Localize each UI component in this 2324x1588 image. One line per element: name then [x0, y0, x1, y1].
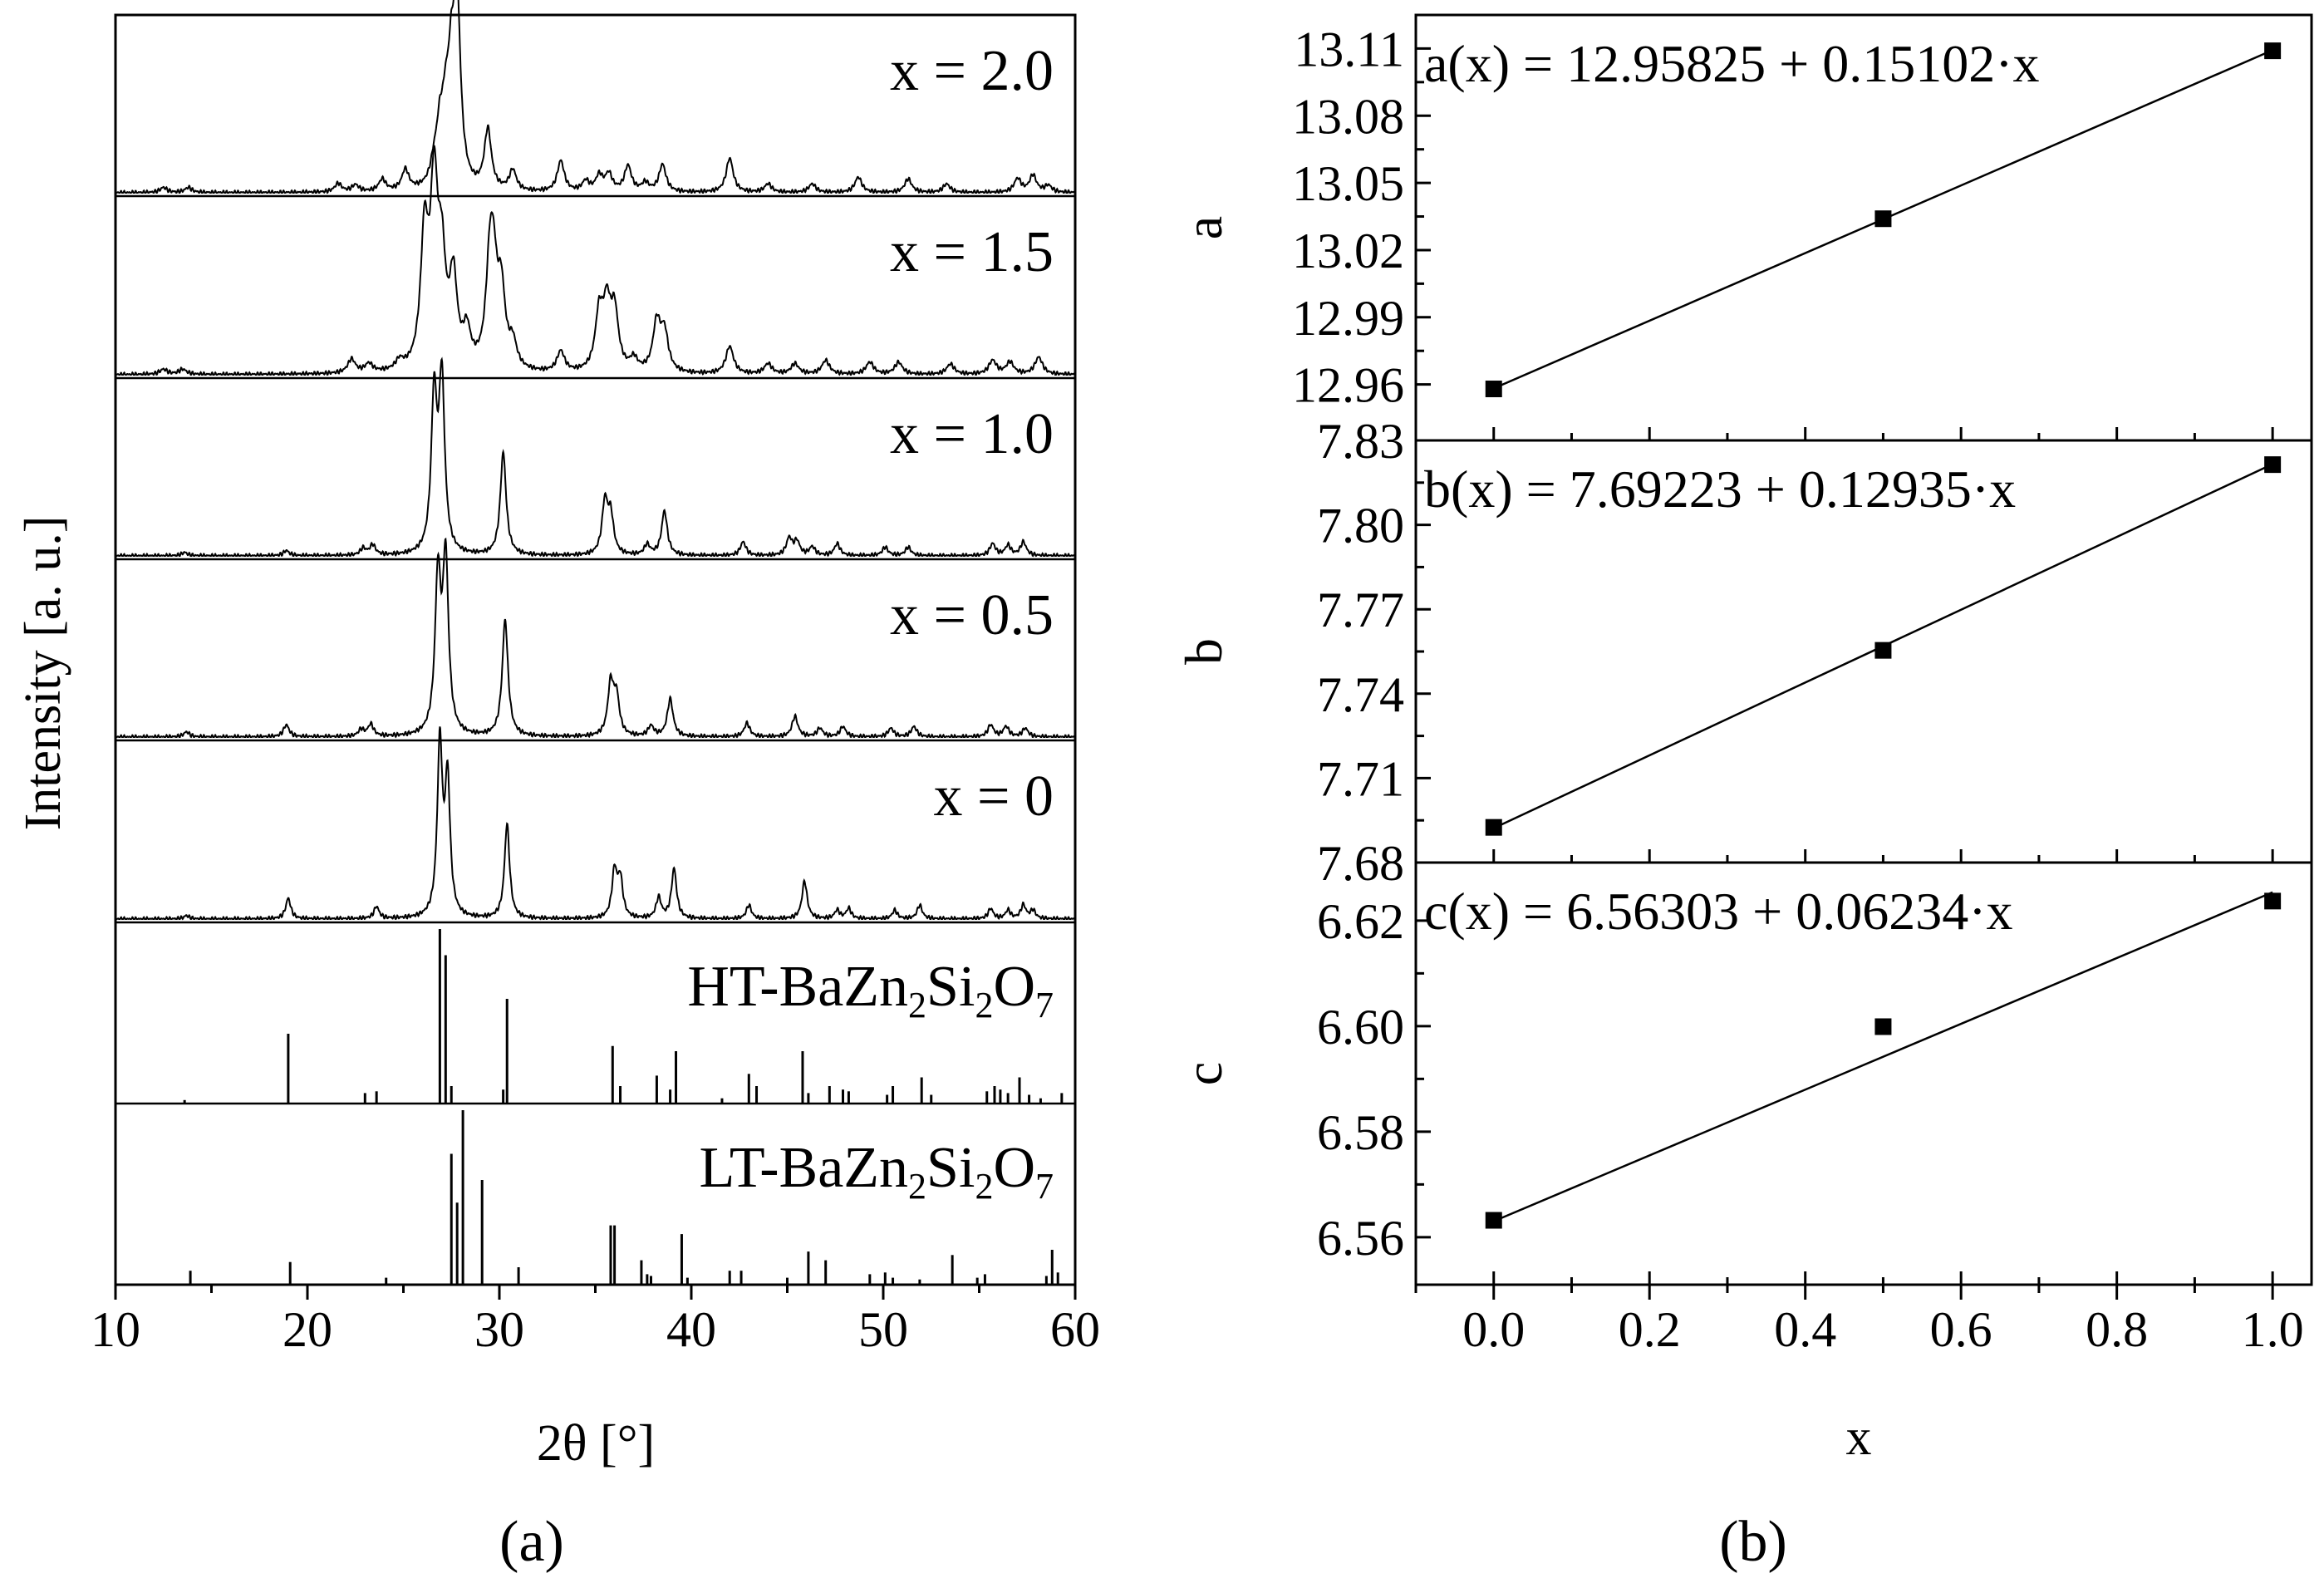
y-tick-label-a-5: 13.11 [1294, 22, 1404, 76]
panel-a-x-axis-ticks: 10 20 30 40 50 60 [91, 1285, 1100, 1357]
lattice-parameter-subplots: 12.96 12.99 13.02 13.05 13.08 13.11 a(x) = 12.… [1174, 13, 2313, 1286]
fit-equation-a: a(x) = 12.95825 + 0.15102·x [1424, 34, 2040, 93]
y-tick-label-b-4: 7.80 [1317, 499, 1404, 553]
panel-b-lattice-parameters: 12.96 12.99 13.02 13.05 13.08 13.11 a(x) = 12.… [1174, 13, 2313, 1574]
panel-a-x-axis-label: 2θ [°] [537, 1415, 655, 1472]
pattern-trace-x-2-0 [115, 0, 1076, 194]
panel-a-y-axis-label: Intensity [a. u.] [15, 516, 71, 831]
y-tick-label-b-1: 7.71 [1317, 751, 1404, 806]
pattern-x-2-0: x = 2.0 [115, 0, 1076, 194]
pattern-x-1-5: x = 1.5 [115, 144, 1076, 376]
x-tick-label-b-0.0: 0.0 [1462, 1302, 1525, 1357]
y-tick-label-b-3: 7.77 [1317, 583, 1404, 637]
y-tick-label-b-0: 7.68 [1317, 836, 1404, 891]
subplot-a: 12.96 12.99 13.02 13.05 13.08 13.11 a(x) = 12.… [1174, 13, 2313, 442]
fit-line-c [1493, 891, 2273, 1222]
data-point-b-2 [2264, 456, 2282, 474]
data-point-a-1 [1874, 210, 1892, 228]
y-axis-label-a: a [1174, 216, 1233, 239]
pattern-x-1-0: x = 1.0 [115, 356, 1075, 558]
data-point-b-0 [1485, 819, 1502, 836]
pattern-label-x-1-5: x = 1.5 [890, 220, 1054, 284]
pattern-trace-x-0-5 [115, 537, 1075, 739]
x-tick-label-b-0.4: 0.4 [1774, 1302, 1836, 1357]
pattern-label-x-2-0: x = 2.0 [890, 39, 1054, 103]
panel-b-x-axis-ticks: 0.0 0.2 0.4 0.6 0.8 1.0 [1414, 1285, 2304, 1357]
pattern-ht-bazn-si-o: HT-BaZn2Si2O7 [183, 929, 1064, 1104]
pattern-label-x-0-5: x = 0.5 [890, 583, 1054, 647]
x-tick-label-b-1.0: 1.0 [2242, 1302, 2304, 1357]
x-tick-label-50: 50 [858, 1302, 908, 1357]
x-tick-label-b-0.8: 0.8 [2086, 1302, 2148, 1357]
x-tick-label-b-0.6: 0.6 [1930, 1302, 1992, 1357]
pattern-label-x-1-0: x = 1.0 [890, 402, 1054, 466]
pattern-trace-x-0 [115, 726, 1075, 921]
data-point-b-1 [1874, 642, 1892, 659]
y-tick-label-b-2: 7.74 [1317, 667, 1404, 722]
y-tick-label-c-1: 6.58 [1317, 1105, 1404, 1160]
fit-equation-b: b(x) = 7.69223 + 0.12935·x [1424, 460, 2016, 519]
panel-a-xrd-patterns: x = 2.0 x = 1.5 x = 1.0 x = 0.5 x = 0 HT-BaZn… [15, 0, 1100, 1574]
data-point-c-0 [1485, 1212, 1502, 1229]
y-tick-label-a-3: 13.05 [1292, 156, 1404, 211]
data-point-a-0 [1485, 381, 1502, 398]
y-tick-label-a-1: 12.99 [1292, 291, 1404, 346]
pattern-label-x-0: x = 0 [934, 765, 1054, 828]
pattern-x-0: x = 0 [115, 726, 1075, 921]
pattern-label-lt-bazn-si-o: LT-BaZn2Si2O7 [700, 1136, 1054, 1207]
pattern-label-ht-bazn-si-o: HT-BaZn2Si2O7 [687, 955, 1054, 1025]
y-tick-label-b-5: 7.83 [1317, 414, 1404, 469]
y-tick-label-a-0: 12.96 [1292, 358, 1404, 413]
y-tick-label-c-0: 6.56 [1317, 1211, 1404, 1266]
pattern-x-0-5: x = 0.5 [115, 537, 1075, 739]
panel-b-x-axis-label: x [1846, 1409, 1872, 1466]
pattern-lt-bazn-si-o: LT-BaZn2Si2O7 [189, 1110, 1059, 1285]
x-tick-label-60: 60 [1050, 1302, 1100, 1357]
data-point-c-2 [2264, 892, 2282, 910]
y-axis-label-c: c [1174, 1062, 1233, 1085]
panel-a-plot-border [114, 13, 1077, 1286]
x-tick-label-20: 20 [283, 1302, 332, 1357]
y-tick-label-c-2: 6.60 [1317, 1000, 1404, 1055]
x-tick-label-10: 10 [91, 1302, 140, 1357]
x-tick-label-30: 30 [474, 1302, 524, 1357]
pattern-trace-x-1-5 [115, 144, 1076, 376]
panel-b-caption: (b) [1719, 1510, 1787, 1574]
x-tick-label-b-0.2: 0.2 [1619, 1302, 1681, 1357]
y-tick-label-a-2: 13.02 [1292, 224, 1404, 278]
subplot-b: 7.68 7.71 7.74 7.77 7.80 7.83 b(x) = 7.69223 +… [1174, 414, 2313, 891]
subplot-c: 6.56 6.58 6.60 6.62 c(x) = 6.56303 + 0.06234… [1174, 861, 2313, 1286]
xrd-pattern-bands: x = 2.0 x = 1.5 x = 1.0 x = 0.5 x = 0 HT-BaZn… [115, 0, 1076, 1285]
panel-a-caption: (a) [499, 1510, 564, 1574]
data-point-a-2 [2264, 42, 2282, 60]
y-tick-label-c-3: 6.62 [1317, 894, 1404, 949]
x-tick-label-40: 40 [666, 1302, 716, 1357]
pattern-trace-x-1-0 [115, 356, 1075, 558]
y-tick-label-a-4: 13.08 [1292, 89, 1404, 144]
y-axis-label-b: b [1174, 638, 1233, 665]
fit-equation-c: c(x) = 6.56303 + 0.06234·x [1424, 882, 2013, 941]
panel-a-frame [114, 13, 1077, 1286]
subplot-border-c [1414, 861, 2313, 1286]
data-point-c-1 [1874, 1018, 1892, 1035]
